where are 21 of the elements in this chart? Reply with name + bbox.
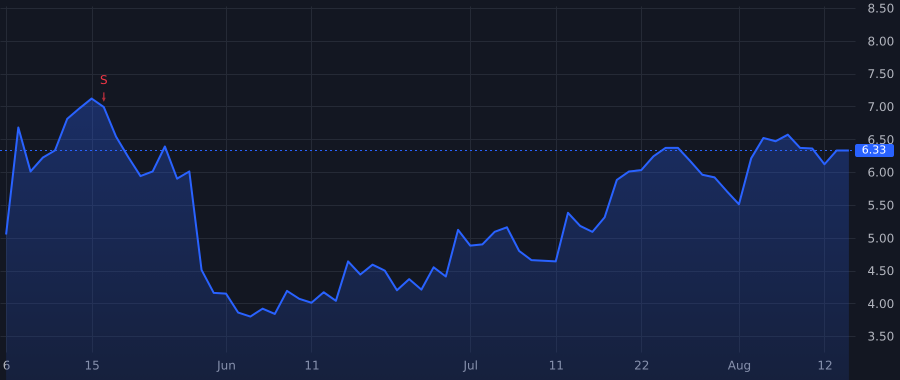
x-tick-label: Aug	[728, 358, 752, 372]
y-tick-label: 3.50	[868, 330, 894, 344]
x-tick-label: 6	[2, 358, 10, 372]
x-tick-label: 22	[634, 358, 650, 372]
y-tick-label: 4.50	[868, 264, 894, 278]
x-tick-label: 12	[817, 358, 833, 372]
y-tick-label: 8.50	[868, 1, 894, 16]
x-tick-label: Jul	[462, 358, 478, 372]
ref-line-label: 6.33	[862, 143, 886, 156]
y-tick-label: 5.00	[868, 231, 894, 246]
y-tick-label: 5.50	[868, 198, 894, 212]
x-tick-label: 11	[548, 358, 564, 372]
x-tick-label: 15	[84, 358, 100, 372]
annotation: S	[100, 73, 108, 88]
y-tick-label: 7.50	[868, 67, 894, 82]
x-tick-label: Jun	[216, 358, 236, 372]
x-tick-label: 11	[304, 358, 320, 372]
y-tick-label: 7.00	[868, 100, 894, 114]
y-tick-label: 4.00	[868, 296, 894, 311]
y-tick-label: 6.00	[868, 166, 894, 180]
y-tick-label: 8.00	[868, 34, 894, 48]
